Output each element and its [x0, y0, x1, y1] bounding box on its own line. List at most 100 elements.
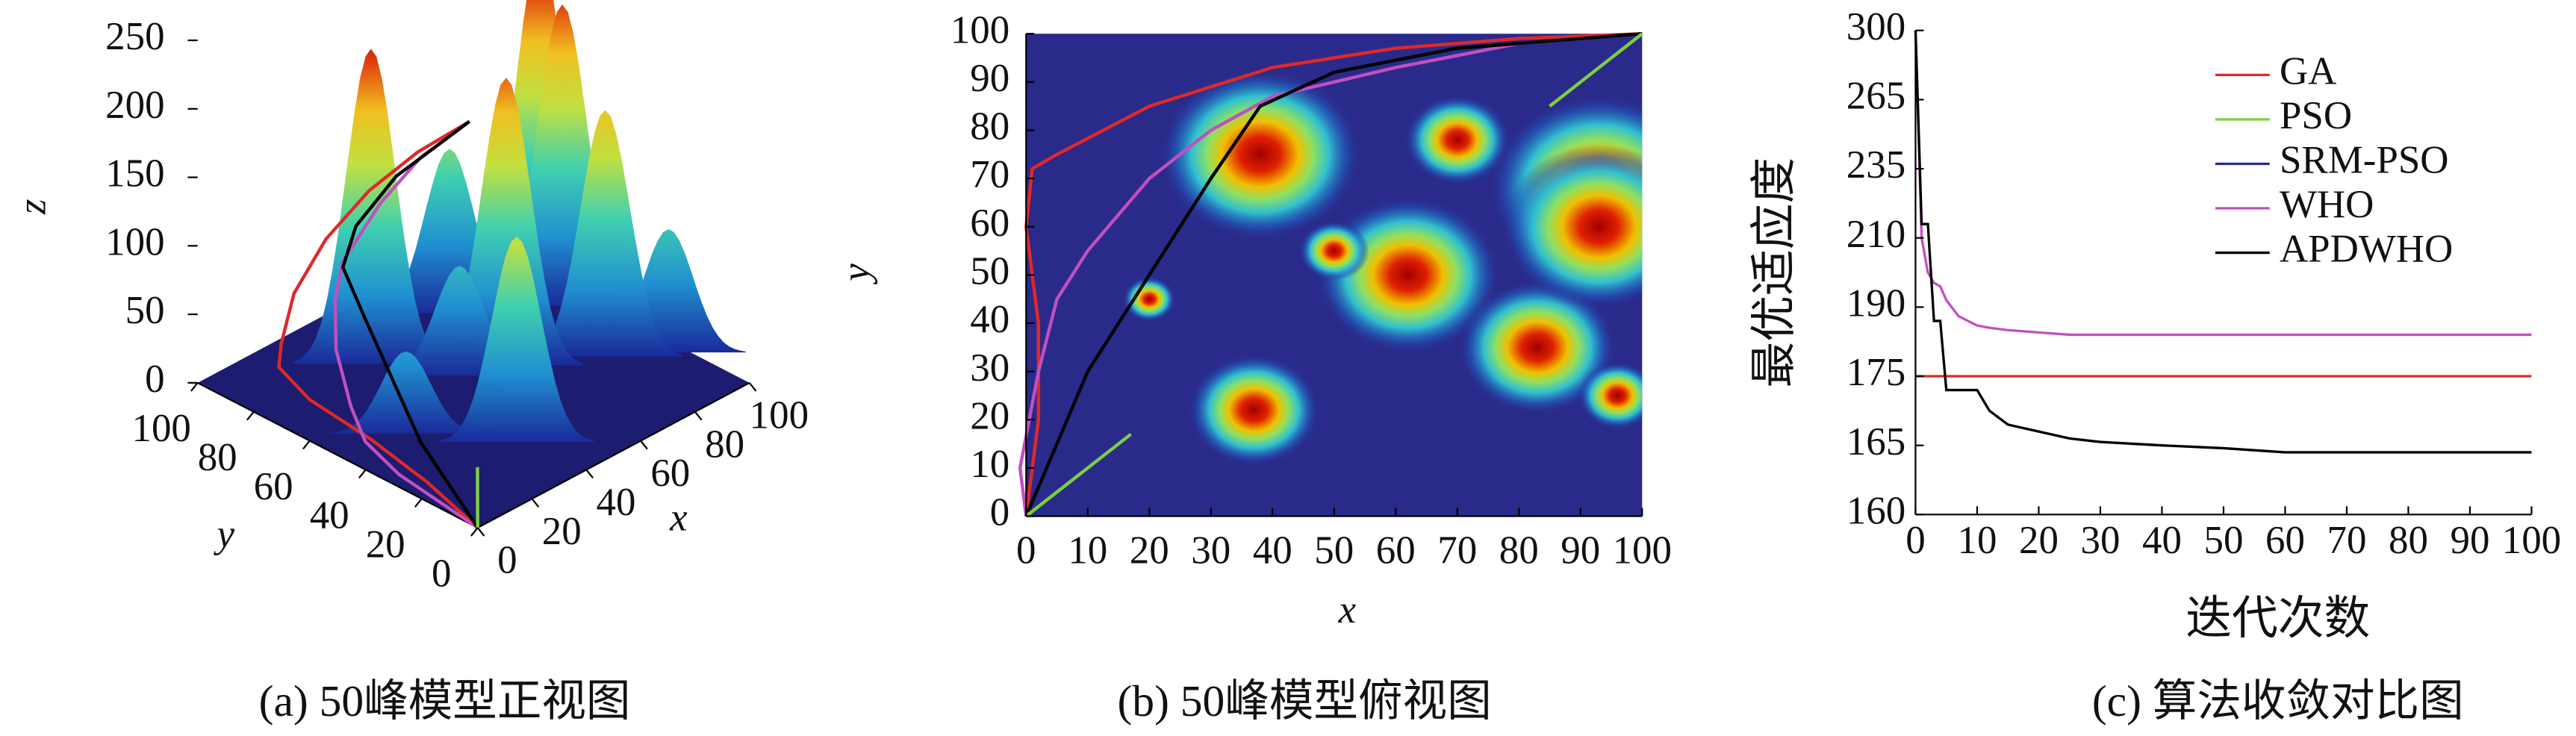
x-axis-label: x [1338, 588, 1357, 631]
y-tick [470, 527, 479, 537]
x-tick-label: 80 [2389, 519, 2428, 562]
x-tick [640, 440, 648, 450]
peak [1188, 354, 1320, 467]
z-tick-label: 150 [105, 152, 164, 196]
y-axis-label: y [213, 512, 234, 555]
y-tick [302, 440, 311, 450]
y-tick-label: 30 [970, 346, 1009, 390]
legend-label: SRM-PSO [2280, 139, 2449, 182]
x-tick-label: 60 [1376, 528, 1416, 572]
y-tick-label: 50 [970, 250, 1009, 293]
y-tick-label: 190 [1847, 282, 1905, 325]
route [1024, 32, 1643, 517]
x-tick-label: 30 [2080, 519, 2120, 562]
caption: (c) 算法收敛对比图 [2092, 676, 2464, 726]
y-tick-label: 100 [951, 8, 1009, 52]
y-tick-label: 165 [1847, 420, 1905, 464]
y-tick-label: 175 [1847, 351, 1905, 394]
x-tick-label: 80 [1499, 528, 1539, 572]
peak [1159, 68, 1362, 240]
y-tick-label: 20 [366, 523, 405, 566]
x-tick-label: 40 [2142, 519, 2182, 562]
x-axis-label: 迭代次数 [2185, 593, 2370, 644]
x-tick-label: 80 [705, 422, 744, 466]
route [1024, 32, 1643, 517]
x-tick-label: 70 [1437, 528, 1477, 572]
y-axis-label: y [835, 263, 878, 285]
x-tick-label: 0 [1016, 528, 1036, 572]
y-tick-label: 90 [970, 57, 1009, 100]
route [333, 120, 479, 529]
x-tick-label: 100 [2502, 519, 2561, 562]
x-tick-label: 60 [650, 452, 690, 495]
caption: (a) 50峰模型正视图 [259, 676, 631, 726]
x-tick-label: 0 [497, 539, 517, 582]
peak [1122, 276, 1176, 322]
x-tick-label: 60 [2265, 519, 2305, 562]
x-axis [477, 381, 750, 528]
x-tick-label: 20 [542, 510, 582, 553]
x-tick-label: 10 [1957, 519, 1997, 562]
legend-label: WHO [2280, 183, 2374, 226]
x-tick-label: 70 [2327, 519, 2366, 562]
peak [1404, 95, 1511, 185]
z-axis-label: z [11, 199, 55, 216]
z-tick-label: 250 [105, 15, 164, 58]
x-tick-label: 40 [1253, 528, 1292, 572]
y-tick-label: 40 [310, 494, 349, 537]
y-tick-label: 40 [970, 298, 1009, 341]
x-tick [531, 498, 540, 508]
x-tick-label: 0 [1905, 519, 1925, 562]
route [340, 120, 479, 529]
y-tick-label: 0 [990, 491, 1009, 534]
x-tick [476, 527, 485, 537]
y-tick-label: 0 [432, 552, 451, 595]
y-tick-label: 20 [970, 394, 1009, 437]
x-tick-label: 100 [1613, 528, 1672, 572]
series-line [1914, 30, 2532, 337]
y-tick [358, 469, 367, 479]
y-axis-label: 最优适应度 [1749, 158, 1800, 388]
x-tick-label: 10 [1068, 528, 1107, 572]
x-tick [694, 411, 703, 421]
x-tick-label: 90 [2450, 519, 2489, 562]
route [277, 119, 479, 529]
x-tick-label: 20 [1130, 528, 1169, 572]
y-tick-label: 300 [1847, 5, 1905, 49]
x-tick-label: 30 [1191, 528, 1231, 572]
y-axis [197, 381, 479, 528]
y-tick-label: 265 [1847, 75, 1905, 118]
y-tick-label: 235 [1847, 143, 1905, 187]
y-tick-label: 60 [254, 465, 293, 508]
route [1024, 32, 1643, 518]
peak [329, 351, 484, 434]
y-tick-label: 10 [970, 443, 1009, 486]
y-tick-label: 100 [131, 407, 190, 450]
x-tick [748, 382, 757, 392]
x-tick-label: 20 [2019, 519, 2059, 562]
peak [1298, 220, 1369, 281]
y-tick [246, 411, 255, 421]
z-tick-label: 0 [145, 358, 164, 401]
z-tick-label: 100 [105, 220, 164, 263]
peak [1502, 144, 1643, 309]
x-tick [585, 469, 594, 479]
y-tick [414, 498, 423, 508]
y-tick-label: 210 [1847, 213, 1905, 256]
y-tick-label: 80 [198, 436, 237, 479]
peak [439, 237, 594, 443]
legend-label: GA [2280, 50, 2336, 93]
x-tick-label: 50 [2203, 519, 2243, 562]
y-tick-label: 70 [970, 153, 1009, 196]
y-tick-label: 160 [1847, 489, 1905, 532]
series-line [1914, 30, 2532, 454]
y-tick-label: 80 [970, 105, 1009, 149]
x-tick-label: 100 [750, 394, 809, 437]
y-tick [190, 382, 199, 392]
x-axis-label: x [669, 496, 688, 539]
route [1018, 32, 1643, 517]
y-tick-label: 60 [970, 202, 1009, 245]
z-tick-label: 200 [105, 84, 164, 127]
x-tick-label: 90 [1561, 528, 1600, 572]
